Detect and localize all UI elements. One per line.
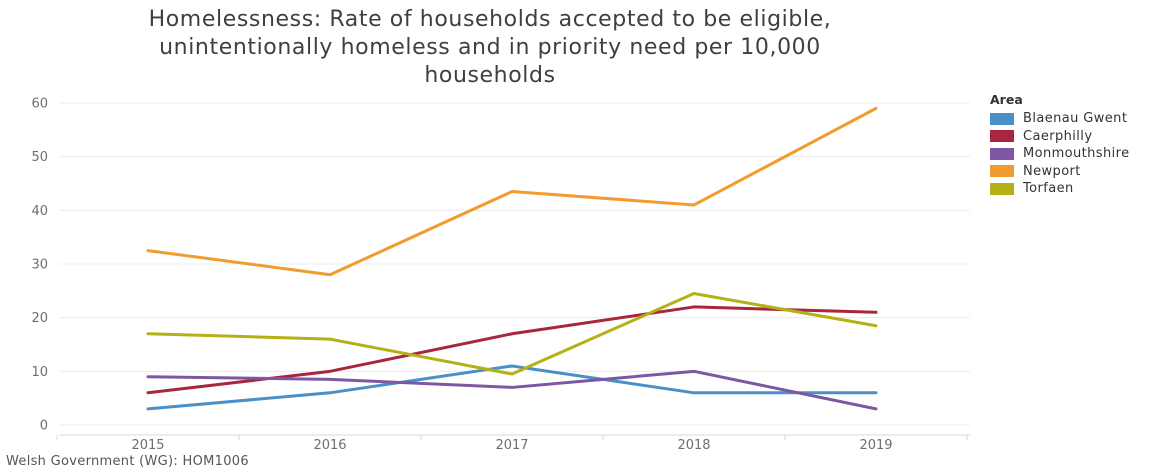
x-tick-label: 2016 — [313, 438, 346, 453]
legend-item-caerphilly: Caerphilly — [990, 128, 1165, 146]
gridlines — [60, 102, 970, 426]
legend-label: Monmouthshire — [1023, 146, 1130, 162]
series-line-caerphilly — [146, 305, 878, 395]
legend-label: Torfaen — [1023, 181, 1074, 197]
x-tick-label: 2018 — [677, 438, 710, 453]
series-line-torfaen — [146, 292, 878, 376]
y-tick-label: 30 — [31, 258, 48, 273]
chart-title: Homelessness: Rate of households accepte… — [148, 7, 832, 88]
legend-item-torfaen: Torfaen — [990, 180, 1165, 198]
y-tick-label: 0 — [40, 419, 48, 434]
legend-item-monmouthshire: Monmouthshire — [990, 145, 1165, 163]
y-tick-label: 50 — [31, 150, 48, 165]
y-tick-label: 60 — [31, 97, 48, 112]
y-tick-label: 40 — [31, 204, 48, 219]
legend-swatch — [990, 112, 1014, 125]
legend-title: Area — [990, 92, 1023, 107]
legend-label: Blaenau Gwent — [1023, 111, 1128, 127]
source-caption: Welsh Government (WG): HOM1006 — [6, 454, 249, 469]
legend-swatch — [990, 165, 1014, 178]
x-tick-label: 2019 — [859, 438, 892, 453]
legend-swatch — [990, 147, 1014, 160]
legend: Area Blaenau Gwent Caerphilly Monmouthshir… — [990, 92, 1165, 198]
legend-swatch — [990, 182, 1014, 195]
y-tick-label: 20 — [31, 311, 48, 326]
legend-label: Caerphilly — [1023, 128, 1093, 144]
legend-label: Newport — [1023, 163, 1081, 179]
series-line-newport — [146, 106, 878, 277]
legend-item-blaenau-gwent: Blaenau Gwent — [990, 110, 1165, 128]
series-lines — [146, 106, 878, 411]
x-tick-label: 2015 — [131, 438, 164, 453]
legend-swatch — [990, 130, 1014, 143]
series-line-blaenau-gwent — [146, 364, 878, 411]
y-tick-label: 10 — [31, 365, 48, 380]
x-tick-label: 2017 — [495, 438, 528, 453]
axes: 0 10 20 30 40 50 60 2015 2016 2017 2018 2019 — [31, 97, 970, 453]
series-line-monmouthshire — [146, 369, 878, 411]
legend-items: Blaenau Gwent Caerphilly Monmouthshire Newp… — [990, 110, 1165, 198]
legend-item-newport: Newport — [990, 163, 1165, 181]
